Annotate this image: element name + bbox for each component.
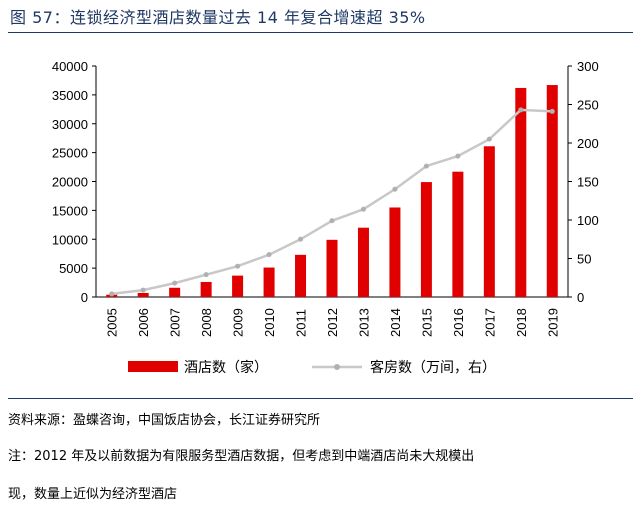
right-axis-tick-label: 50 (577, 252, 591, 267)
x-tick-label: 2009 (231, 308, 246, 337)
bar-2012 (326, 239, 338, 297)
bar-2015 (420, 182, 432, 297)
rooms-point-2018 (518, 107, 524, 113)
x-tick-label: 2008 (199, 308, 214, 337)
right-axis-tick-label: 200 (577, 136, 599, 151)
rooms-point-2008 (203, 272, 209, 278)
title-divider (8, 32, 633, 33)
x-tick-label: 2012 (325, 308, 340, 337)
left-axis-tick-label: 5000 (59, 261, 88, 276)
bar-2014 (389, 207, 401, 297)
x-tick-label: 2018 (514, 308, 529, 337)
x-tick-label: 2016 (451, 308, 466, 337)
rooms-point-2005 (109, 291, 115, 297)
x-tick-label: 2013 (356, 308, 371, 337)
bar-2007 (169, 287, 181, 297)
x-tick-label: 2017 (482, 308, 497, 337)
bar-2009 (232, 275, 244, 297)
bar-2017 (483, 146, 495, 297)
rooms-point-2006 (140, 287, 146, 293)
bar-2013 (357, 227, 369, 297)
legend-bar-label: 酒店数（家） (184, 359, 268, 376)
legend-bar-swatch (128, 361, 178, 372)
rooms-point-2016 (455, 153, 461, 159)
legend-line-label: 客房数（万间，右） (370, 359, 496, 376)
legend-line-marker (334, 364, 340, 370)
bar-2019 (546, 85, 558, 297)
right-axis-tick-label: 300 (577, 59, 599, 74)
bar-2016 (452, 171, 464, 297)
rooms-point-2014 (392, 186, 398, 192)
rooms-point-2010 (266, 252, 272, 258)
right-axis-tick-label: 100 (577, 213, 599, 228)
rooms-point-2013 (360, 206, 366, 212)
bar-2006 (137, 292, 149, 297)
rooms-point-2011 (298, 236, 304, 242)
rooms-point-2009 (235, 263, 241, 269)
figure-title: 图 57：连锁经济型酒店数量过去 14 年复合增速超 35% (10, 8, 426, 27)
left-axis-tick-label: 10000 (52, 232, 88, 247)
x-tick-label: 2010 (262, 308, 277, 337)
bar-2010 (263, 267, 275, 297)
footnote-line-2: 现，数量上近似为经济型酒店 (8, 487, 178, 502)
x-tick-label: 2015 (419, 308, 434, 337)
x-tick-label: 2006 (136, 308, 151, 337)
rooms-point-2017 (486, 136, 492, 142)
footer-divider (8, 398, 633, 399)
bar-2008 (200, 281, 212, 297)
left-axis-tick-label: 30000 (52, 117, 88, 132)
rooms-point-2015 (423, 163, 429, 169)
bar-2011 (295, 254, 307, 297)
left-axis-tick-label: 25000 (52, 146, 88, 161)
bar-2018 (515, 87, 527, 297)
left-axis-tick-label: 35000 (52, 88, 88, 103)
rooms-point-2012 (329, 218, 335, 224)
left-axis-tick-label: 20000 (52, 175, 88, 190)
right-axis-tick-label: 0 (577, 290, 584, 305)
footnote-line-1: 注：2012 年及以前数据为有限服务型酒店数据，但考虑到中端酒店尚未大规模出 (8, 449, 475, 464)
x-tick-label: 2011 (294, 309, 309, 337)
x-tick-label: 2005 (105, 308, 120, 337)
right-axis-tick-label: 150 (577, 175, 599, 190)
x-tick-label: 2019 (545, 308, 560, 337)
hotel-count-chart: 0 5000 10000 15000 20000 25000 30000 35000 40000… (52, 59, 599, 376)
source-note: 资料来源：盈蝶咨询，中国饭店协会，长江证券研究所 (8, 413, 321, 428)
right-axis-tick-label: 250 (577, 98, 599, 113)
x-tick-label: 2014 (388, 308, 403, 337)
x-tick-label: 2007 (168, 308, 183, 337)
left-axis-tick-label: 40000 (52, 59, 88, 74)
left-axis-tick-label: 0 (81, 290, 88, 305)
rooms-point-2007 (172, 280, 178, 286)
rooms-point-2019 (549, 108, 555, 114)
left-axis-tick-label: 15000 (52, 203, 88, 218)
